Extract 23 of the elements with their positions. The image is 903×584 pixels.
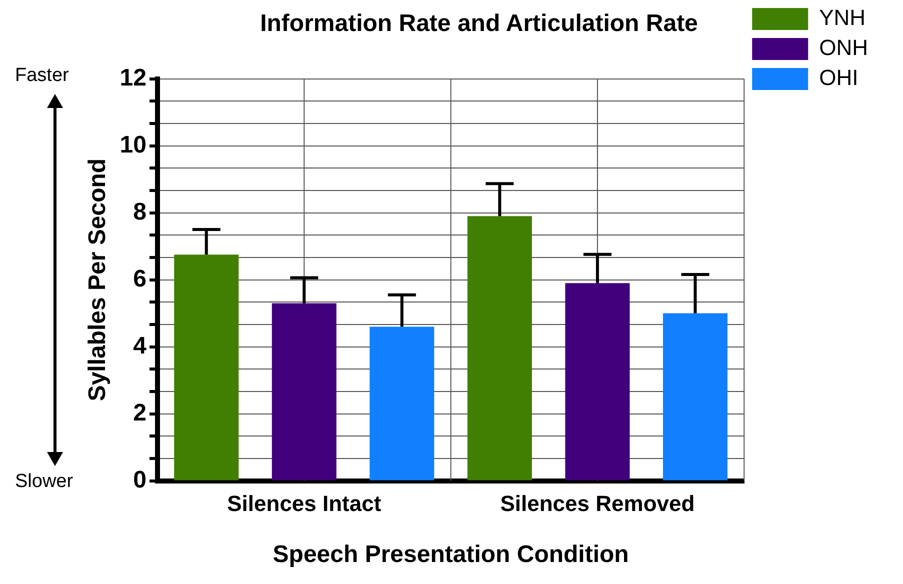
- legend-label: OHI: [819, 65, 858, 90]
- y-tick-label: 0: [133, 466, 146, 494]
- chart-title: Information Rate and Articulation Rate: [260, 10, 698, 38]
- legend-label: YNH: [819, 5, 866, 30]
- y-tick-label: 10: [120, 131, 146, 158]
- y-tick-label: 12: [120, 64, 146, 92]
- text: Faster: [15, 64, 69, 87]
- bar: [174, 254, 239, 480]
- bar: [662, 313, 728, 480]
- text: Slower: [15, 470, 74, 493]
- x-tick-label: Silences Removed: [500, 491, 695, 516]
- bar: [370, 326, 434, 480]
- x-tick-label: Silences Intact: [227, 491, 382, 516]
- bar: [565, 283, 630, 480]
- y-tick-label: 6: [133, 265, 146, 292]
- y-tick-label: 2: [133, 399, 146, 426]
- bar: [272, 303, 336, 480]
- y-tick-label: 4: [133, 332, 148, 360]
- y-axis-title: Syllables Per Second: [84, 158, 112, 402]
- y-tick-label: 8: [133, 198, 146, 226]
- bar: [467, 216, 532, 480]
- x-axis-title: Speech Presentation Condition: [272, 541, 629, 568]
- legend-label: ONH: [819, 35, 868, 60]
